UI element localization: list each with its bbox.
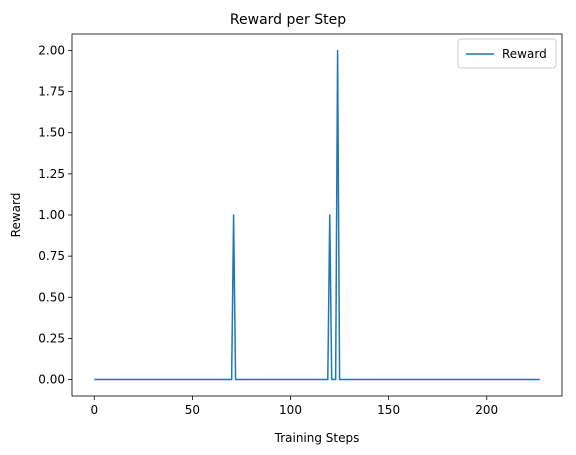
y-tick-label: 1.75	[38, 85, 65, 99]
x-axis-label: Training Steps	[274, 431, 360, 445]
y-axis: 0.00 0.25 0.50 0.75 1.00 1.25 1.50 1.75 2.00	[38, 43, 72, 387]
y-tick-label: 0.25	[38, 331, 65, 345]
plot-area	[71, 33, 563, 397]
y-tick-label: 1.50	[38, 126, 65, 140]
legend: Reward	[457, 38, 557, 69]
series-group	[94, 49, 540, 381]
x-tick-label: 50	[185, 403, 200, 417]
y-tick-label: 2.00	[38, 43, 65, 57]
x-tick-label: 150	[377, 403, 400, 417]
legend-label-reward: Reward	[502, 47, 547, 61]
x-tick-label: 100	[279, 403, 302, 417]
y-tick-label: 0.50	[38, 290, 65, 304]
series-line-reward	[94, 49, 540, 381]
y-axis-label: Reward	[9, 193, 23, 238]
y-tick-label: 1.25	[38, 167, 65, 181]
legend-box	[457, 38, 557, 69]
x-tick-label: 0	[90, 403, 98, 417]
x-axis: 0 50 100 150 200	[90, 396, 498, 417]
y-tick-label: 0.00	[38, 373, 65, 387]
chart-title: Reward per Step	[230, 12, 346, 28]
x-tick-label: 200	[475, 403, 498, 417]
plot-frame	[71, 33, 563, 397]
y-tick-label: 1.00	[38, 208, 65, 222]
y-tick-label: 0.75	[38, 249, 65, 263]
